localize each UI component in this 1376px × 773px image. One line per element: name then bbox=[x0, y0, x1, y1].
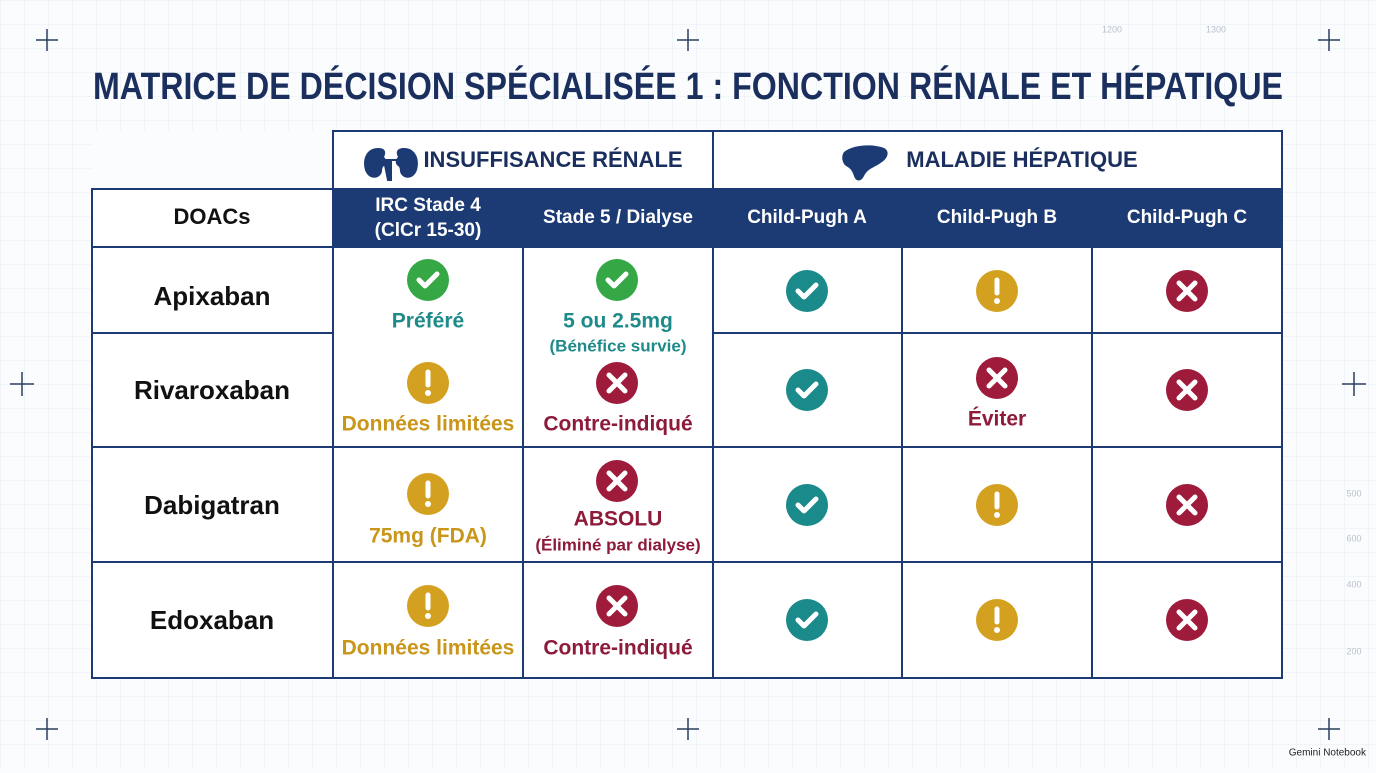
decor-label: 200 bbox=[1346, 646, 1361, 656]
cell-note: (Bénéfice survie) bbox=[550, 336, 687, 355]
cell-note: (Éliminé par dialyse) bbox=[535, 535, 700, 554]
status-icon bbox=[1166, 369, 1208, 411]
grid-lines bbox=[91, 130, 1283, 679]
status-icon bbox=[1166, 484, 1208, 526]
status-icon bbox=[1166, 270, 1208, 312]
decor-label: 500 bbox=[1346, 488, 1361, 498]
title: MATRICE DE DÉCISION SPÉCIALISÉE 1 : FONC… bbox=[93, 64, 1283, 108]
status-icon bbox=[407, 473, 449, 515]
group-header: INSUFFISANCE RÉNALE bbox=[423, 147, 682, 172]
status-icon bbox=[786, 599, 828, 641]
drug-name: Rivaroxaban bbox=[134, 375, 290, 405]
status-icon bbox=[786, 484, 828, 526]
status-icon bbox=[407, 585, 449, 627]
status-icon bbox=[976, 357, 1018, 399]
footer: Gemini Notebook bbox=[1289, 748, 1367, 759]
cell-text: Éviter bbox=[968, 408, 1026, 431]
status-icon bbox=[596, 362, 638, 404]
cell-text: Préféré bbox=[392, 310, 464, 333]
status-icon bbox=[976, 599, 1018, 641]
table: INSUFFISANCE RÉNALE MALADIE HÉPATIQUE DO… bbox=[91, 130, 1283, 679]
cell-text: ABSOLU bbox=[574, 508, 663, 531]
header-cell: Child-Pugh B bbox=[937, 207, 1057, 228]
cell-text: Données limitées bbox=[342, 413, 515, 436]
status-icon bbox=[1166, 599, 1208, 641]
decor-label: 1300 bbox=[1206, 24, 1226, 34]
liver-icon bbox=[842, 145, 888, 181]
kidney-icon bbox=[364, 148, 418, 181]
drug-name: Edoxaban bbox=[150, 605, 274, 635]
drug-name: Dabigatran bbox=[144, 490, 280, 520]
status-icon bbox=[407, 362, 449, 404]
decor-label: 1200 bbox=[1102, 24, 1122, 34]
header-cell: Child-Pugh A bbox=[747, 207, 867, 228]
cell-text: Contre-indiqué bbox=[543, 413, 692, 436]
header-cell: IRC Stade 4 bbox=[375, 195, 481, 216]
corner-blank bbox=[92, 131, 333, 189]
header-cell: DOACs bbox=[173, 204, 250, 229]
header-band bbox=[333, 189, 1282, 247]
header-cell: Child-Pugh C bbox=[1127, 207, 1248, 228]
status-icon bbox=[596, 259, 638, 301]
header-cell: Stade 5 / Dialyse bbox=[543, 207, 693, 228]
header-cell: (ClCr 15-30) bbox=[375, 220, 482, 241]
status-icon bbox=[976, 484, 1018, 526]
corner-crosses bbox=[10, 29, 1366, 740]
drug-name: Apixaban bbox=[153, 281, 270, 311]
cell-text: Données limitées bbox=[342, 637, 515, 660]
status-icon bbox=[596, 460, 638, 502]
status-icon bbox=[596, 585, 638, 627]
status-icon bbox=[786, 270, 828, 312]
status-icon bbox=[976, 270, 1018, 312]
status-icon bbox=[786, 369, 828, 411]
cell-text: 75mg (FDA) bbox=[369, 525, 487, 548]
cell-text: Contre-indiqué bbox=[543, 637, 692, 660]
decor-label: 400 bbox=[1346, 579, 1361, 589]
cell-text: 5 ou 2.5mg bbox=[563, 310, 673, 333]
status-icon bbox=[407, 259, 449, 301]
decor-label: 600 bbox=[1346, 533, 1361, 543]
group-header: MALADIE HÉPATIQUE bbox=[906, 147, 1137, 172]
